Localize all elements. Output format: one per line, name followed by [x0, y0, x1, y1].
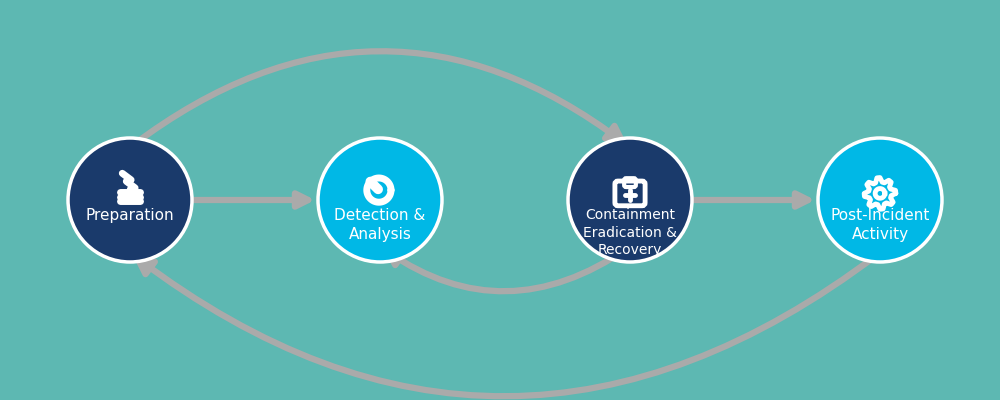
Text: Containment
Eradication &
Recovery: Containment Eradication & Recovery — [583, 208, 677, 258]
Circle shape — [818, 138, 942, 262]
Circle shape — [318, 138, 442, 262]
Text: Post-Incident
Activity: Post-Incident Activity — [830, 208, 930, 242]
Text: Preparation: Preparation — [86, 208, 174, 223]
Circle shape — [568, 138, 692, 262]
Text: Detection &
Analysis: Detection & Analysis — [334, 208, 426, 242]
Circle shape — [68, 138, 192, 262]
